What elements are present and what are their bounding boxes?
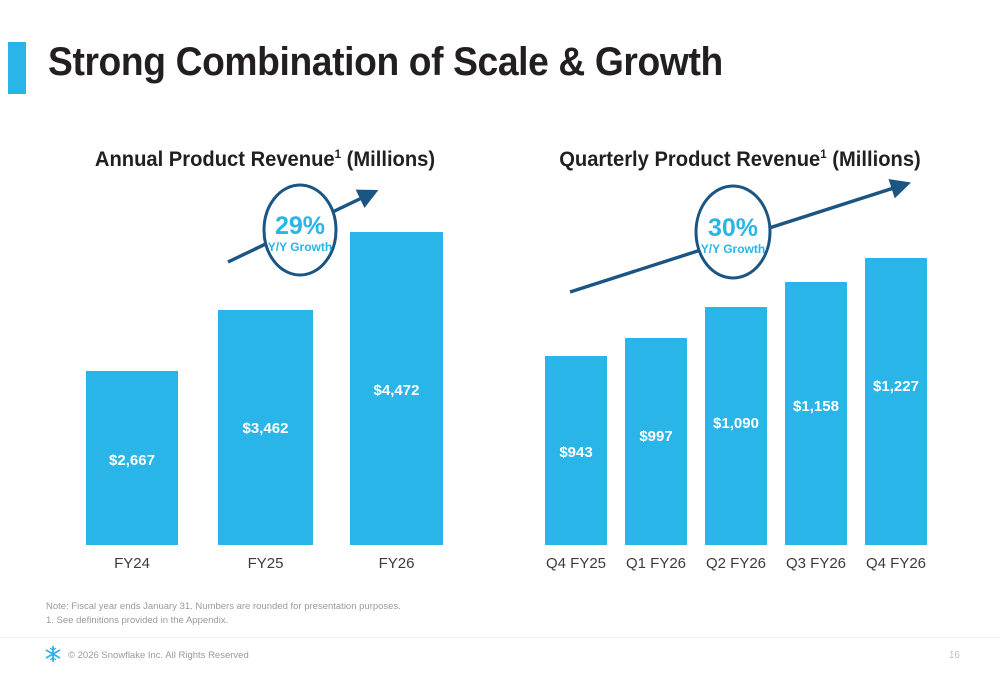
snowflake-logo-icon — [45, 645, 61, 663]
category-label-q4-fy25: Q4 FY25 — [545, 555, 607, 572]
quarterly-plot-area: $943 $997 $1,090 $1,158 $1,227 Q4 FY25 Q… — [510, 140, 970, 585]
bar-fy25 — [218, 310, 313, 545]
bar-q3-fy26 — [785, 282, 847, 545]
annual-plot-area: $2,667 $3,462 $4,472 [data-name="bar-val… — [40, 140, 490, 585]
bar-q2-fy26 — [705, 307, 767, 545]
category-label-q2-fy26: Q2 FY26 — [705, 555, 767, 572]
footnote-line-1: Note: Fiscal year ends January 31. Numbe… — [46, 601, 401, 612]
bar-value-q4-fy25: $943 — [559, 444, 593, 461]
bar-q4-fy26 — [865, 258, 927, 545]
bar-q1-fy26 — [625, 338, 687, 545]
chart-title-quarterly: Quarterly Product Revenue1 (Millions) — [519, 148, 961, 172]
growth-sublabel-quarterly: Y/Y Growth — [700, 242, 766, 256]
category-label-fy24: FY24 — [114, 555, 150, 572]
category-label-fy25: FY25 — [247, 555, 284, 572]
bar-value-fy24: $2,667 — [109, 452, 155, 469]
chart-title-quarterly-units: (Millions) — [832, 148, 921, 171]
growth-sublabel-annual: Y/Y Growth — [267, 240, 333, 254]
bar-value-fy25: $3,462 — [242, 420, 289, 437]
bar-fy24 — [86, 371, 178, 545]
chart-title-annual-superscript: 1 — [334, 147, 342, 161]
category-label-q1-fy26: Q1 FY26 — [625, 555, 687, 572]
bar-value-q4-fy26: $1,227 — [873, 378, 919, 395]
page-number: 16 — [948, 650, 960, 661]
bar-fy26 — [350, 232, 443, 545]
bar-value-q2-fy26: $1,090 — [713, 415, 759, 432]
footer-divider — [0, 637, 1000, 638]
chart-title-quarterly-text: Quarterly Product Revenue — [559, 148, 821, 171]
category-label-q4-fy26: Q4 FY26 — [865, 555, 927, 572]
category-label-q3-fy26: Q3 FY26 — [785, 555, 847, 572]
growth-percent-annual: 29% — [274, 212, 326, 240]
bar-value-fy26: $4,472 — [373, 382, 420, 399]
chart-title-annual-text: Annual Product Revenue — [94, 148, 335, 171]
bar-value-q3-fy26: $1,158 — [793, 398, 839, 415]
chart-title-annual-units: (Millions) — [346, 148, 436, 171]
footnote-line-2: 1. See definitions provided in the Appen… — [46, 615, 229, 627]
footnotes: Note: Fiscal year ends January 31. Numbe… — [46, 600, 401, 629]
footer-copyright: © 2026 Snowflake Inc. All Rights Reserve… — [68, 650, 249, 661]
annual-product-revenue-chart: Annual Product Revenue1 (Millions) $2,66… — [40, 140, 490, 585]
bar-q4-fy25 — [545, 356, 607, 545]
title-accent-bar — [8, 42, 26, 94]
page-title: Strong Combination of Scale & Growth — [48, 40, 723, 84]
chart-title-annual: Annual Product Revenue1 (Millions) — [49, 148, 481, 172]
quarterly-product-revenue-chart: Quarterly Product Revenue1 (Millions) $9… — [510, 140, 970, 585]
category-label-fy26: FY26 — [378, 555, 415, 572]
bar-value-q1-fy26: $997 — [639, 428, 673, 445]
chart-title-quarterly-superscript: 1 — [820, 147, 827, 161]
growth-percent-quarterly: 30% — [707, 214, 759, 242]
